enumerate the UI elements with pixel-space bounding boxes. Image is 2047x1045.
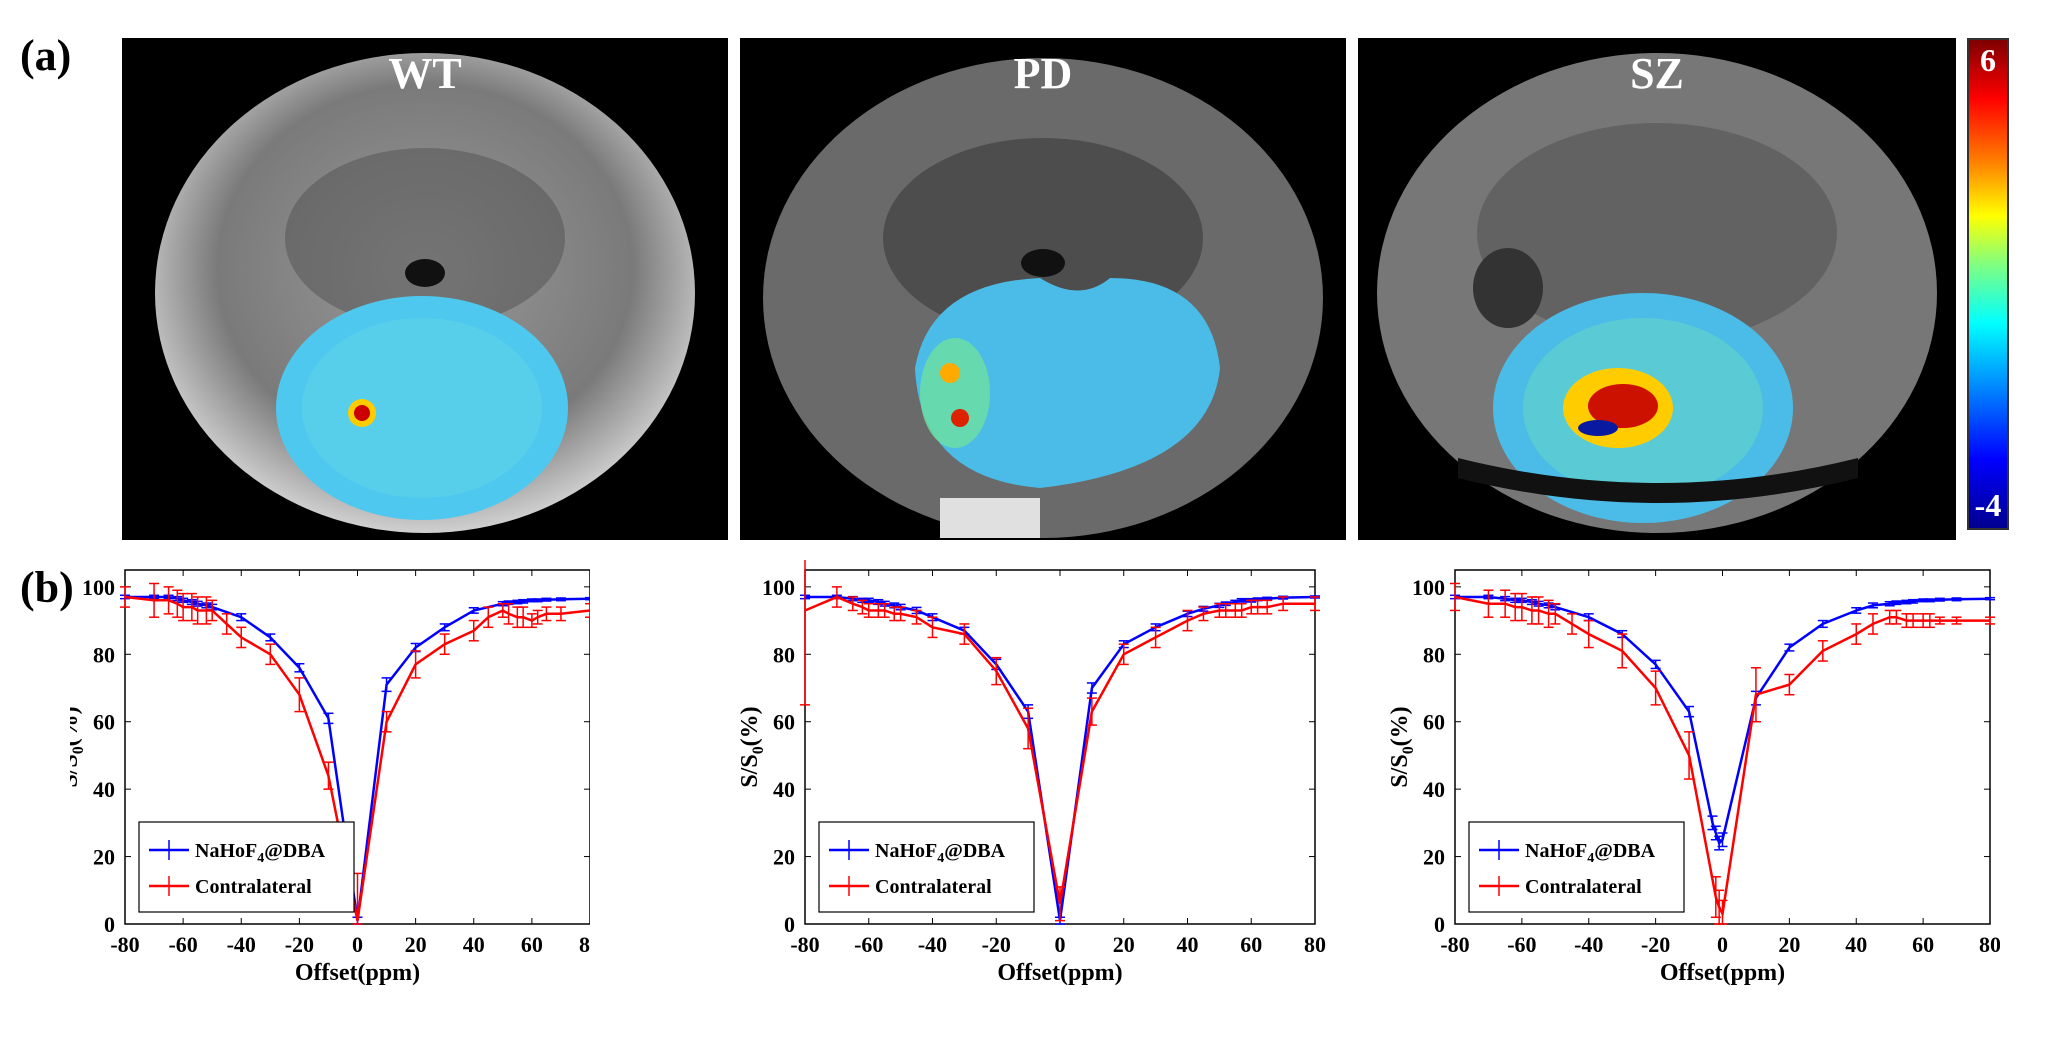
mri-scan-pd-graphic xyxy=(763,58,1323,538)
x-tick-label: 40 xyxy=(463,932,485,957)
y-tick-label: 0 xyxy=(784,912,795,937)
x-tick-label: -40 xyxy=(1574,932,1603,957)
legend-box xyxy=(138,821,355,913)
x-tick-label: -40 xyxy=(227,932,256,957)
y-tick-label: 80 xyxy=(1423,642,1445,667)
y-tick-label: 60 xyxy=(93,710,115,735)
chart-wt: 0 20 40 60 80 100 -80 -60 -40 -20 0 20 40 60 80 Offset(… xyxy=(70,569,590,986)
x-axis-label: Offset(ppm) xyxy=(1660,960,1785,986)
x-tick-label: 80 xyxy=(579,932,590,957)
mri-scan-wt-graphic xyxy=(155,53,695,533)
x-tick-label: 80 xyxy=(1979,932,2000,957)
x-axis-label: Offset(ppm) xyxy=(295,960,420,986)
y-axis-label: S/S0(%) xyxy=(1387,706,1417,787)
image-title-pd: PD xyxy=(1013,49,1073,98)
legend-entry-label: NaHoF4@DBA xyxy=(1525,840,1656,866)
chart-sz: 0 20 40 60 80 100 -80 -60 -40 -20 0 20 40 60 80 Offset(… xyxy=(1387,569,2000,986)
y-tick-label: 40 xyxy=(773,777,795,802)
x-tick-label: 80 xyxy=(1304,932,1326,957)
x-tick-label: -80 xyxy=(1440,932,1469,957)
legend-entry-label: NaHoF4@DBA xyxy=(195,840,326,866)
image-title-wt: WT xyxy=(388,49,462,98)
y-axis-label: S/S0(%) xyxy=(70,706,87,787)
x-tick-label: 20 xyxy=(1113,932,1135,957)
y-axis-label: S/S0(%) xyxy=(737,706,767,787)
x-tick-label: 40 xyxy=(1177,932,1199,957)
y-tick-label: 100 xyxy=(82,575,115,600)
legend-box xyxy=(1468,821,1685,913)
mri-scan-sz-graphic xyxy=(1377,53,1937,533)
y-tick-label: 0 xyxy=(104,912,115,937)
x-tick-label: -20 xyxy=(285,932,314,957)
legend-entry-label: Contralateral xyxy=(875,876,992,898)
legend-entry-label: Contralateral xyxy=(1525,876,1642,898)
x-tick-label: 20 xyxy=(1778,932,1800,957)
x-axis-label: Offset(ppm) xyxy=(997,960,1122,986)
y-tick-label: 100 xyxy=(762,575,795,600)
mri-image-wt: WT xyxy=(122,38,728,540)
x-tick-label: -80 xyxy=(790,932,819,957)
x-tick-label: 0 xyxy=(1055,932,1066,957)
y-tick-label: 40 xyxy=(93,777,115,802)
x-tick-label: -40 xyxy=(918,932,947,957)
mri-image-sz: SZ xyxy=(1358,38,1956,540)
y-tick-label: 80 xyxy=(93,642,115,667)
colorbar-max-label: 6 xyxy=(1980,42,1996,78)
colorbar: 6 -4 xyxy=(1967,38,2009,530)
legend-entry-label: Contralateral xyxy=(195,876,312,898)
y-tick-label: 60 xyxy=(773,710,795,735)
y-tick-label: 80 xyxy=(773,642,795,667)
x-tick-label: -80 xyxy=(110,932,139,957)
x-tick-label: -60 xyxy=(854,932,883,957)
x-tick-label: -60 xyxy=(1507,932,1536,957)
x-tick-label: 0 xyxy=(352,932,363,957)
panel-label-b: (b) xyxy=(20,563,74,612)
mri-image-pd: PD xyxy=(740,38,1346,540)
y-tick-label: 20 xyxy=(93,845,115,870)
panel-label-a: (a) xyxy=(20,31,72,80)
x-tick-label: 0 xyxy=(1717,932,1728,957)
x-tick-label: -20 xyxy=(982,932,1011,957)
colorbar-min-label: -4 xyxy=(1974,487,2002,523)
x-tick-label: -20 xyxy=(1641,932,1670,957)
y-tick-label: 100 xyxy=(1412,575,1445,600)
x-tick-label: -60 xyxy=(168,932,197,957)
x-tick-label: 40 xyxy=(1845,932,1867,957)
image-title-sz: SZ xyxy=(1630,49,1684,98)
y-tick-label: 60 xyxy=(1423,710,1445,735)
y-tick-label: 40 xyxy=(1423,777,1445,802)
y-tick-label: 20 xyxy=(1423,845,1445,870)
legend-box xyxy=(818,821,1035,913)
x-tick-label: 60 xyxy=(1240,932,1262,957)
chart-pd: 0 20 40 60 80 100 -80 -60 -40 -20 0 20 40 60 80 Offset(… xyxy=(737,560,1326,986)
y-tick-label: 20 xyxy=(773,845,795,870)
x-tick-label: 60 xyxy=(521,932,543,957)
x-tick-label: 20 xyxy=(405,932,427,957)
x-tick-label: 60 xyxy=(1912,932,1934,957)
legend-entry-label: NaHoF4@DBA xyxy=(875,840,1006,866)
y-tick-label: 0 xyxy=(1434,912,1445,937)
